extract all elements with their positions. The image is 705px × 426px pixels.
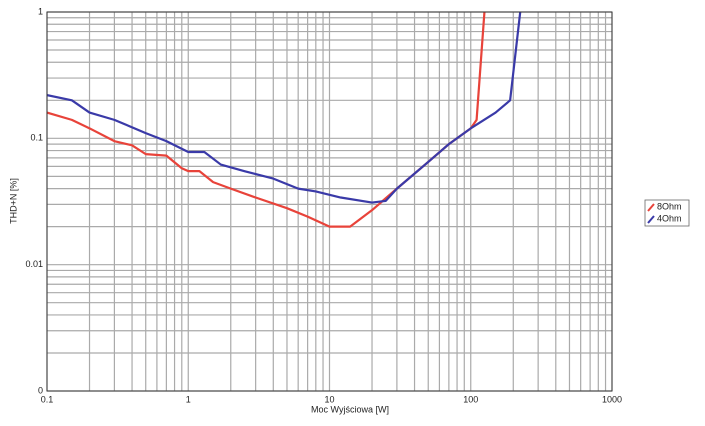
legend-swatch bbox=[647, 203, 655, 212]
x-axis-label: Moc Wyjściowa [W] bbox=[311, 404, 389, 414]
legend-swatch bbox=[647, 215, 655, 224]
x-tick-label: 10 bbox=[324, 394, 334, 404]
y-tick-label: 0 bbox=[38, 385, 43, 395]
plot-border bbox=[46, 11, 613, 392]
y-tick-label: 0.1 bbox=[30, 133, 43, 143]
series-line bbox=[47, 11, 522, 204]
x-tick-label: 100 bbox=[463, 394, 478, 404]
legend-label: 8Ohm bbox=[657, 201, 682, 211]
legend-label: 4Ohm bbox=[657, 213, 682, 223]
x-tick-label: 1 bbox=[186, 394, 191, 404]
x-tick-label: 1000 bbox=[602, 394, 622, 404]
y-tick-label: 1 bbox=[38, 6, 43, 16]
y-axis-label: THD+N [%] bbox=[8, 178, 18, 224]
y-tick-label: 0.01 bbox=[25, 259, 43, 269]
legend-box bbox=[644, 199, 690, 227]
x-tick-label: 0.1 bbox=[41, 394, 54, 404]
